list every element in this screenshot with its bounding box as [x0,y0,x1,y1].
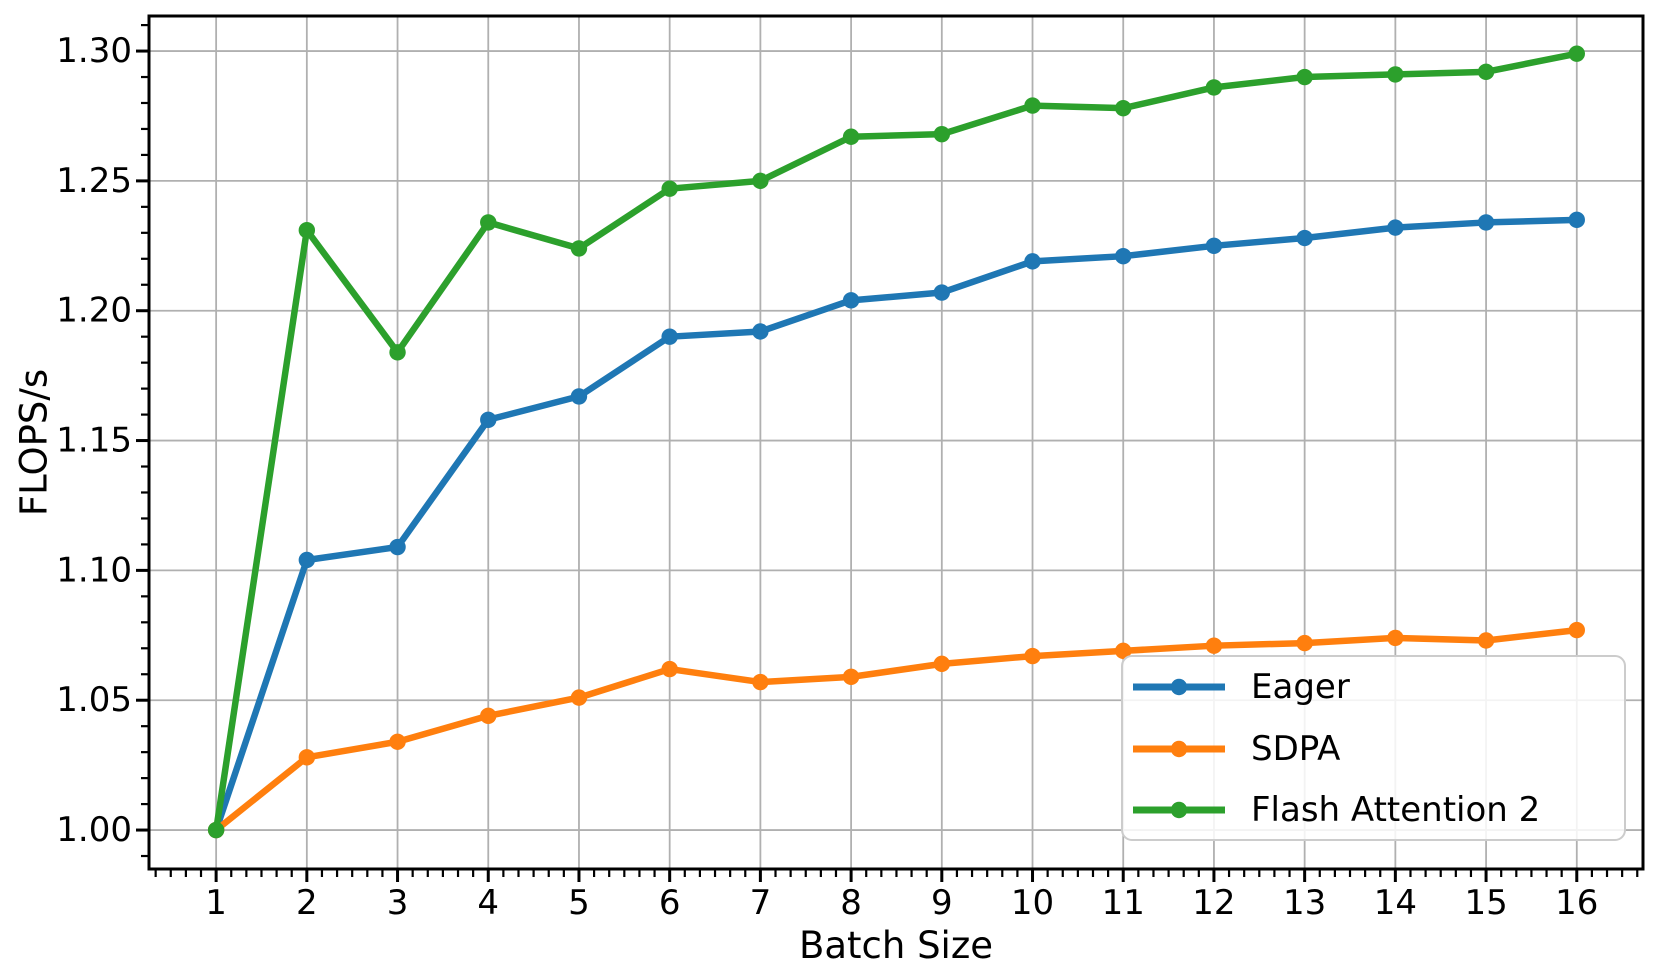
tick-labels: 1 2 3 4 5 6 7 8 9 10 11 12 13 14 15 161.001.051.101.151… [56,31,1598,923]
legend-item-flash-attention-2: Flash Attention 2 [1133,790,1540,830]
legend-item-eager: Eager [1133,667,1350,707]
data-point-eager [1024,253,1041,270]
y-tick-label: 1.10 [56,550,132,590]
data-point-eager [1568,211,1585,229]
data-point-flash-attention-2 [1024,97,1041,114]
x-tick-label: 15 [1464,883,1507,923]
legend-label: SDPA [1251,729,1340,769]
data-point-sdpa [1477,632,1495,649]
data-point-flash-attention-2 [752,172,769,190]
data-point-flash-attention-2 [1477,63,1495,81]
data-point-sdpa [298,749,316,766]
x-tick-label: 5 [568,883,590,923]
y-tick-label: 1.00 [56,810,132,850]
legend-box [1121,655,1626,841]
data-point-eager [1477,214,1495,231]
legend-marker [1170,678,1188,696]
data-point-eager [752,323,769,340]
data-point-flash-attention-2 [842,128,860,145]
data-point-eager [1115,247,1132,265]
legend-item-sdpa: SDPA [1133,729,1340,769]
data-point-flash-attention-2 [1296,68,1313,86]
legend-label: Flash Attention 2 [1251,790,1540,830]
data-point-eager [570,388,588,405]
series-flash-attention-2 [207,45,1585,839]
data-point-eager [933,284,951,301]
data-point-flash-attention-2 [298,222,316,239]
data-point-sdpa [570,689,588,706]
legend-label: Eager [1251,667,1350,707]
x-tick-label: 6 [659,883,681,923]
x-tick-label: 16 [1555,883,1598,923]
y-tick-label: 1.30 [56,31,132,71]
data-point-eager [389,538,406,556]
plot-border [147,14,1645,871]
y-tick-label: 1.05 [56,680,132,720]
series-line-sdpa [212,626,1581,834]
y-tick-label: 1.15 [56,421,132,461]
x-tick-label: 7 [750,883,772,923]
x-tick-label: 12 [1192,883,1235,923]
data-point-sdpa [1568,621,1585,639]
data-point-flash-attention-2 [207,821,225,839]
data-point-flash-attention-2 [1205,79,1223,96]
x-tick-label: 14 [1374,883,1417,923]
data-point-flash-attention-2 [480,214,497,231]
data-point-eager [842,292,860,309]
x-tick-label: 2 [296,883,318,923]
data-point-sdpa [752,673,769,691]
data-point-eager [1205,237,1223,255]
y-tick-label: 1.25 [56,161,132,201]
x-tick-label: 1 [205,883,227,923]
data-point-sdpa [1024,647,1041,665]
data-point-eager [1296,229,1313,247]
series-line-eager [212,216,1581,834]
data-point-sdpa [389,733,406,750]
data-point-eager [661,328,678,345]
legend-marker [1170,740,1188,758]
x-axis-title: Batch Size [799,924,993,967]
data-point-flash-attention-2 [1568,45,1585,62]
x-tick-label: 13 [1283,883,1326,923]
x-tick-label: 3 [387,883,409,923]
data-point-sdpa [933,655,951,673]
data-point-flash-attention-2 [1387,66,1404,83]
data-point-sdpa [1296,634,1313,652]
x-tick-label: 4 [477,883,499,923]
legend-marker [1170,801,1188,819]
data-point-sdpa [480,707,497,724]
data-point-flash-attention-2 [933,125,951,143]
data-point-sdpa [1115,642,1132,660]
x-tick-label: 11 [1102,883,1145,923]
data-point-flash-attention-2 [661,180,678,197]
data-point-eager [1387,219,1404,236]
y-tick-label: 1.20 [56,291,132,331]
x-tick-label: 10 [1011,883,1054,923]
data-point-flash-attention-2 [1115,99,1132,117]
data-point-sdpa [1205,637,1223,654]
data-point-sdpa [661,660,678,678]
y-axis-title: FLOPS/s [13,369,56,516]
series-line-flash-attention-2 [212,50,1581,834]
data-point-sdpa [842,668,860,686]
x-tick-label: 9 [931,883,953,923]
x-tick-label: 8 [840,883,862,923]
data-point-sdpa [1387,629,1404,647]
legend: Eager SDPA Flash Attention 2 [1121,655,1626,841]
data-point-flash-attention-2 [570,240,588,257]
data-point-eager [480,411,497,428]
data-point-flash-attention-2 [389,344,406,361]
data-point-eager [298,551,316,569]
